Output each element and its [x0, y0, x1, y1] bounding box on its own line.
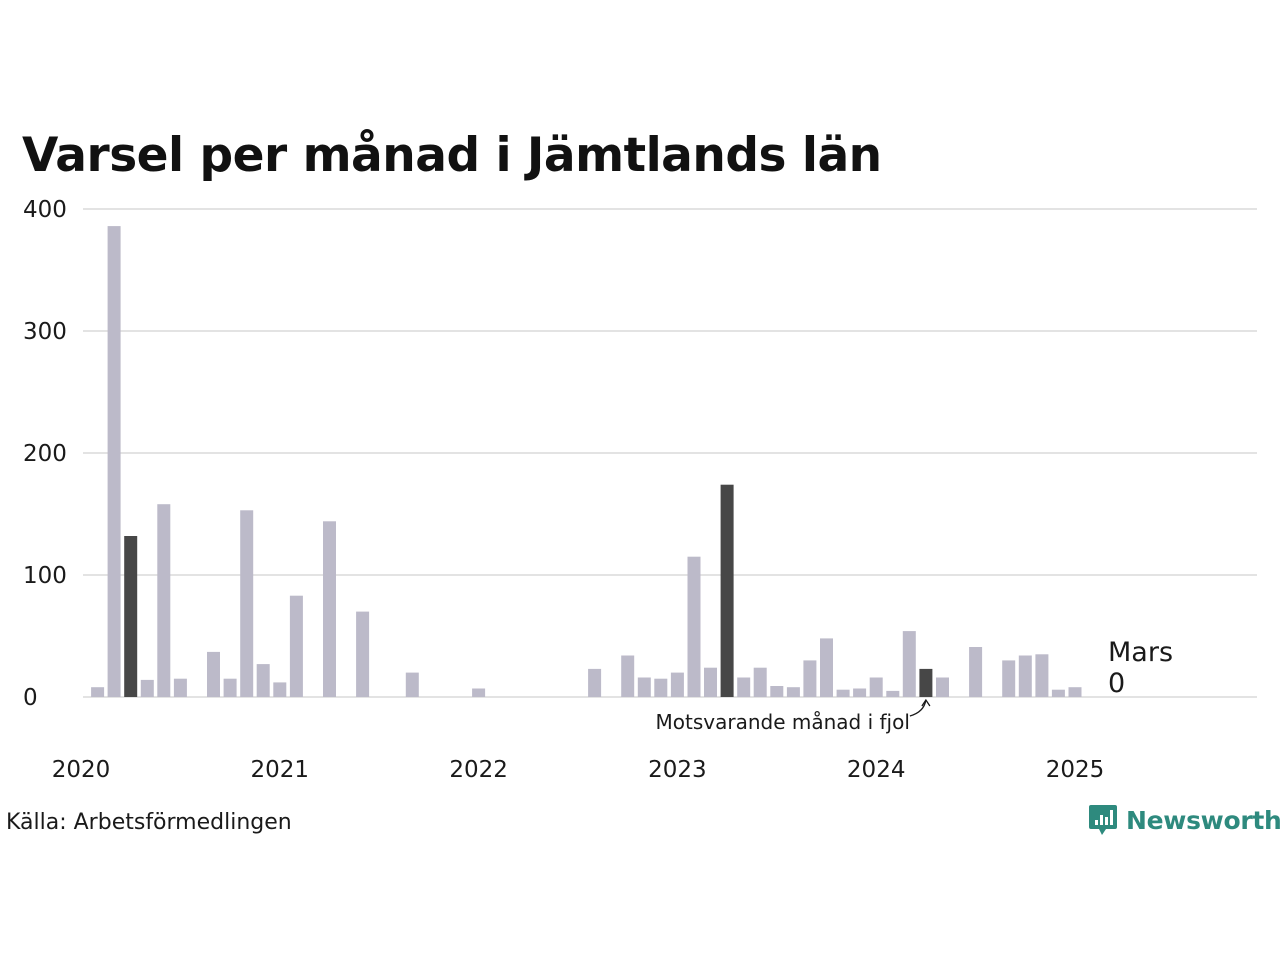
- bar-2023-04: [737, 677, 751, 697]
- bar-2023-09: [820, 638, 833, 697]
- bar-2021-01: [289, 595, 303, 697]
- annotation-text: Motsvarande månad i fjol: [656, 710, 910, 734]
- bar-2020-05: [157, 504, 171, 697]
- latest-value-label: 0: [1108, 668, 1125, 699]
- bar-2023-02: [704, 667, 717, 697]
- bar-2020-04: [140, 679, 154, 697]
- bar-2024-09: [1018, 655, 1032, 697]
- y-tick-label-400: 400: [23, 197, 67, 223]
- bar-2024-04: [936, 677, 949, 697]
- x-tick-label-2021: 2021: [251, 757, 310, 783]
- bar-2024-03: [919, 668, 933, 697]
- bar-2021-05: [356, 611, 370, 697]
- x-axis-tick-labels: 2020 2021 2022 2023 2024 2025: [52, 757, 1105, 783]
- y-tick-label-300: 300: [23, 319, 67, 345]
- bar-2024-08: [1002, 660, 1016, 697]
- bar-2020-10: [240, 510, 254, 697]
- bars: [91, 226, 1082, 697]
- x-tick-label-2025: 2025: [1046, 757, 1105, 783]
- bar-chart-speech-bubble-icon: [1089, 805, 1117, 835]
- chart-title: Varsel per månad i Jämtlands län: [22, 128, 882, 183]
- bar-2024-11: [1051, 689, 1065, 697]
- bar-2020-06: [173, 678, 187, 697]
- bar-2022-12: [670, 672, 684, 697]
- bar-2024-10: [1035, 654, 1049, 697]
- bar-2020-11: [256, 664, 270, 697]
- annotation-arrow-head: [921, 698, 931, 707]
- bar-2023-12: [869, 677, 883, 697]
- y-axis-tick-labels: 0 100 200 300 400: [23, 197, 67, 711]
- bar-2023-05: [753, 667, 767, 697]
- bar-2023-11: [853, 688, 867, 697]
- bar-2023-08: [803, 660, 817, 697]
- y-tick-label-0: 0: [23, 685, 38, 711]
- bar-2022-10: [637, 677, 651, 697]
- newsworthy-brand: Newsworthy: [1088, 803, 1280, 837]
- bar-2021-03: [323, 521, 336, 697]
- bar-2020-12: [273, 682, 287, 697]
- bar-2020-08: [207, 651, 220, 697]
- x-tick-label-2022: 2022: [449, 757, 508, 783]
- bar-2023-03: [720, 484, 734, 697]
- bar-2022-09: [621, 655, 635, 697]
- bar-2024-01: [886, 690, 900, 697]
- bar-2022-11: [654, 678, 668, 697]
- bar-2023-06: [770, 686, 784, 697]
- x-tick-label-2023: 2023: [648, 757, 707, 783]
- bar-2024-02: [902, 631, 916, 697]
- bar-2021-08: [405, 672, 419, 697]
- bar-2024-06: [969, 647, 983, 697]
- bar-2021-12: [472, 688, 486, 697]
- annotation-arrow-line: [909, 699, 927, 717]
- bar-2023-01: [687, 556, 701, 697]
- bar-2020-02: [107, 226, 121, 697]
- x-tick-label-2020: 2020: [52, 757, 111, 783]
- bar-2023-07: [786, 687, 800, 697]
- y-tick-label-100: 100: [23, 563, 67, 589]
- x-tick-label-2024: 2024: [847, 757, 906, 783]
- source-note: Källa: Arbetsförmedlingen: [6, 810, 292, 835]
- bar-2023-10: [836, 689, 850, 697]
- bar-2020-09: [223, 678, 237, 697]
- gridlines: [83, 208, 1257, 698]
- bar-2022-07: [588, 668, 602, 697]
- brand-name: Newsworthy: [1126, 805, 1280, 835]
- latest-month-label: Mars: [1108, 637, 1173, 668]
- y-tick-label-200: 200: [23, 441, 67, 467]
- bar-2024-12: [1068, 687, 1082, 697]
- bar-2020-03: [124, 536, 138, 697]
- bar-2020-01: [91, 687, 105, 697]
